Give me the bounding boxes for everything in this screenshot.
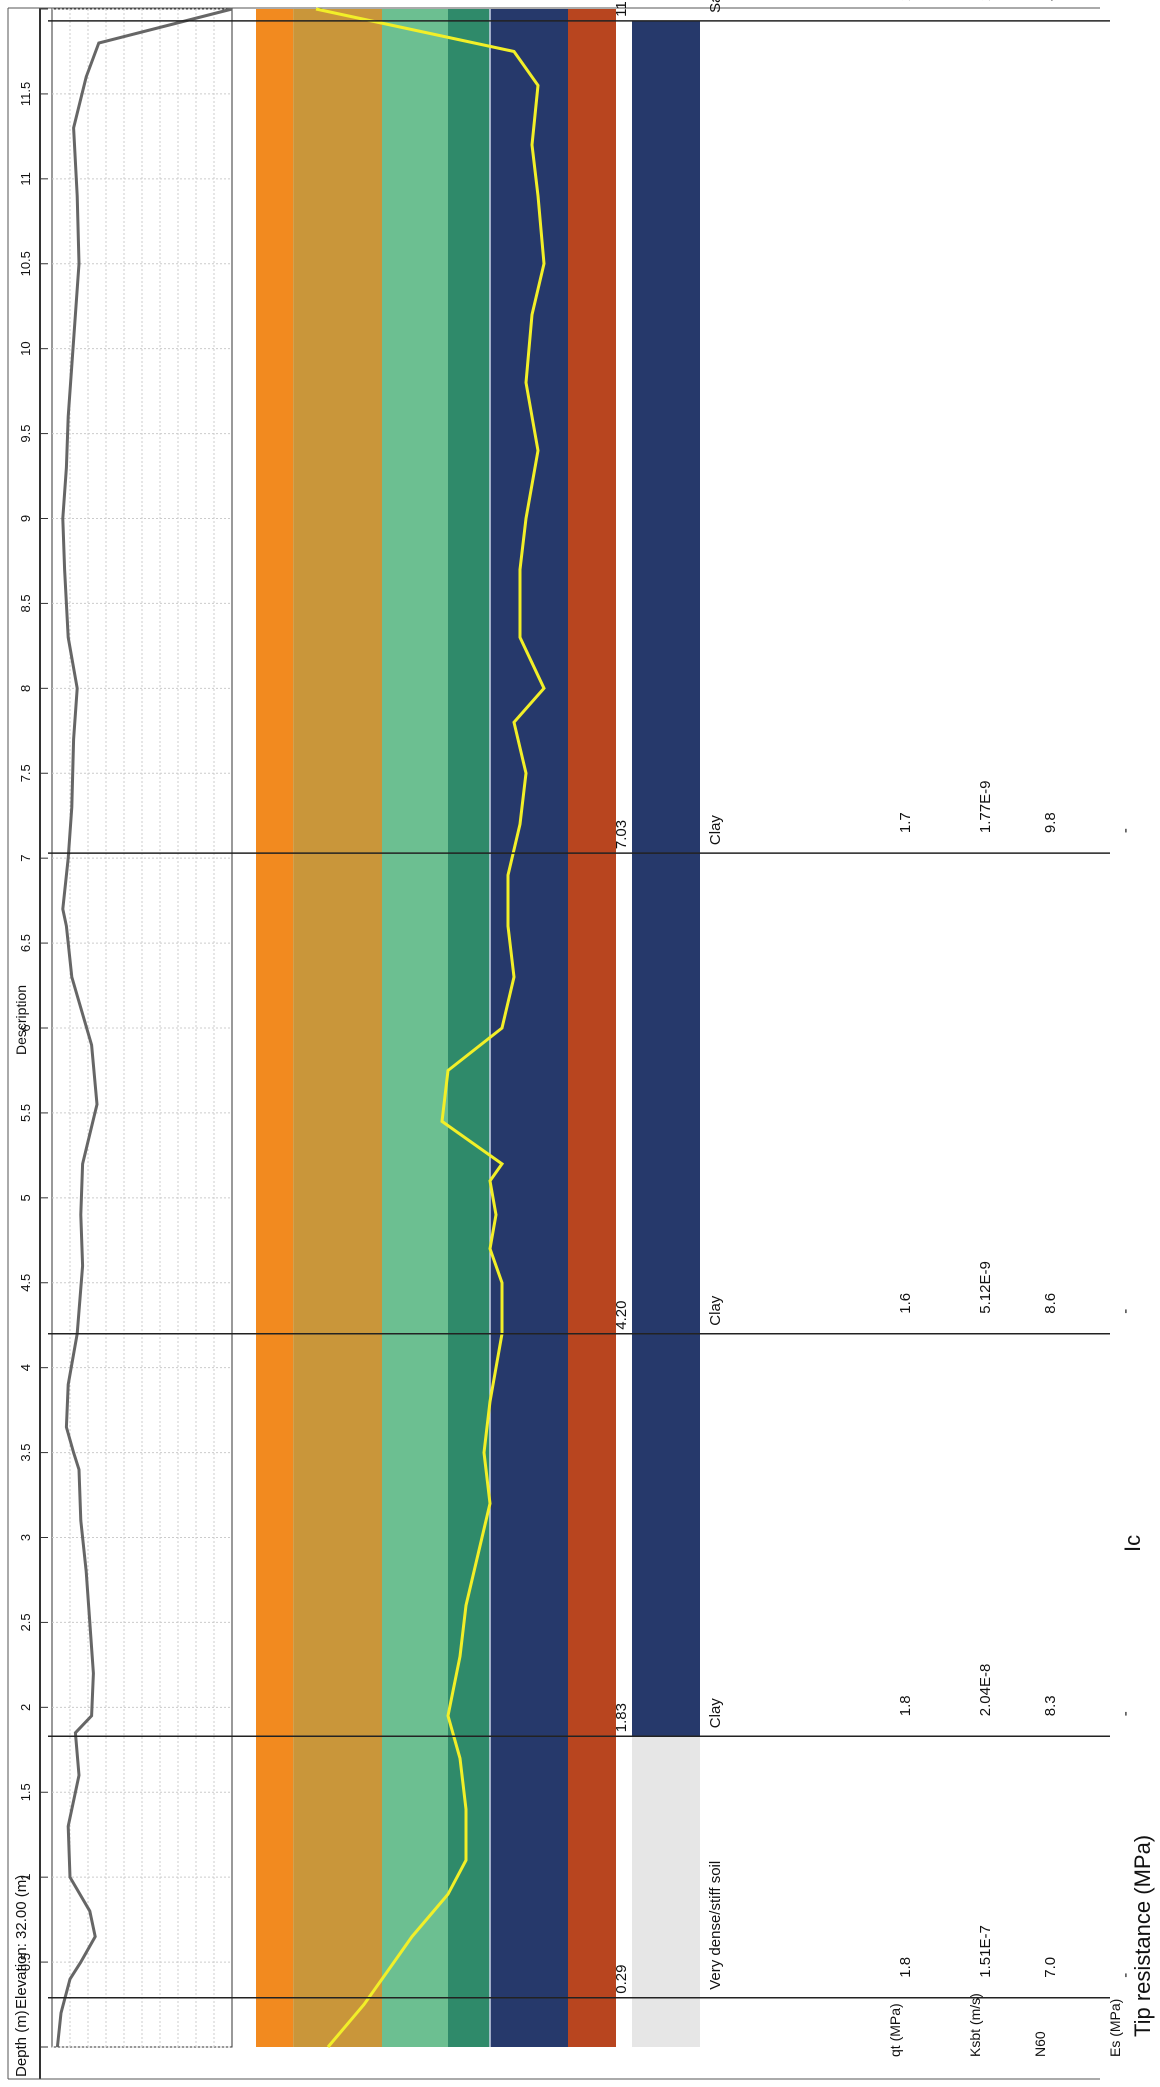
depth-tick-label: 10.5 [18,251,33,276]
sbt-zone-band [568,9,616,2047]
layer-value: 22.8 [897,0,914,1]
soil-pattern-stiff [632,1736,700,2047]
description-header: Description [13,985,29,1055]
depth-axis: 0.511.522.533.544.555.566.577.588.599.51… [18,8,48,2048]
tip-resistance-plot: 0246810 [51,7,233,2048]
sbt-zone-band [448,9,490,2047]
layer-description: Very dense/stiff soil [707,1861,724,1990]
layer-description: Clay [707,1295,724,1326]
layer-value: - [1117,1973,1134,1978]
depth-tick-label: 9.5 [18,425,33,443]
depth-tick-label: 4 [18,1364,33,1371]
depth-tick-label: 1 [18,1874,33,1881]
layer-value: 43.9 [1042,0,1059,1]
layer-value: 8.3 [1042,1695,1059,1716]
column-header: Depth (m) Elevation: 32.00 (m) Descripti… [13,985,1123,2077]
log-frame [7,7,1100,2080]
sbt-zone-band [490,9,568,2047]
layer-value: 1.8 [897,1957,914,1978]
layer-value: 1.77E-9 [977,781,994,834]
tip-resistance-line [55,7,233,2048]
soil-layer-column: 0.29 Very dense/stiff soil 1.83 Clay 4.20 Cla… [48,0,1110,2047]
layer-parameter-table: 1.81.51E-77.0---23.741.4119.24.520.619.0… [897,0,1134,1978]
depth-tick-label: 6.5 [18,934,33,952]
layer-top-depth: 11.93 [613,0,630,17]
depth-tick-label: 10 [18,341,33,355]
depth-tick-label: 11.5 [18,82,33,106]
depth-tick-label: 5 [18,1194,33,1201]
layer-description: Sand & silty sand [707,0,724,13]
depth-tick-label: 3 [18,1534,33,1541]
layer-value: 2.04E-8 [977,1664,994,1717]
depth-tick-label: 6 [18,1024,33,1031]
layer-value: 1.51E-7 [977,1925,994,1978]
layer-value: - [1117,828,1134,833]
layer-value: - [1117,1711,1134,1716]
layer-description: Clay [707,1698,724,1729]
layer-value: 8.6 [1042,1293,1059,1314]
depth-tick-label: 4.5 [18,1274,33,1292]
column-header-0: qt (MPa) [887,2003,903,2057]
ic-axis-label: Ic [1120,1535,1145,1552]
depth-tick-label: 1.5 [18,1783,33,1801]
layer-value: 9.8 [1042,812,1059,833]
depth-tick-label: 7 [18,855,33,862]
depth-tick-label: 7.5 [18,764,33,782]
layer-value: 105.9 [1117,0,1134,1]
sbt-zone-band [256,9,294,2047]
depth-tick-label: 5.5 [18,1104,33,1122]
depth-tick-label: 3.5 [18,1444,33,1462]
column-header-2: N60 [1032,2031,1048,2057]
depth-tick-label: 0.5 [18,1953,33,1971]
layer-value: 1.6 [897,1293,914,1314]
layer-value: 5.12E-9 [977,1261,994,1314]
ic-line [315,7,546,2048]
depth-tick-label: 9 [18,515,33,522]
layer-top-depth: 0.29 [613,1965,630,1994]
depth-tick-label: 8.5 [18,594,33,612]
depth-tick-label: 11 [18,172,33,186]
soil-pattern-clay [632,20,700,1737]
layer-value: 2.80E-4 [977,0,994,1]
sbt-zone-band [382,9,448,2047]
column-header-1: Ksbt (m/s) [967,1993,983,2057]
layer-top-depth: 7.03 [613,820,630,849]
tip-axis-label: Tip resistance (MPa) [1130,1835,1155,2037]
layer-value: 1.8 [897,1695,914,1716]
layer-value: 7.0 [1042,1957,1059,1978]
elevation-header: Elevation: 32.00 (m) [13,1875,30,2009]
depth-header: Depth (m) [13,2010,30,2077]
layer-top-depth: 1.83 [613,1703,630,1732]
depth-tick-label: 2.5 [18,1613,33,1631]
depth-tick-label: 2 [18,1704,33,1711]
column-header-3: Es (MPa) [1107,1999,1123,2057]
layer-value: - [1117,1309,1134,1314]
layer-description: Clay [707,815,724,846]
layer-top-depth: 4.20 [613,1300,630,1329]
depth-tick-label: 8 [18,685,33,692]
ic-plot: 1234 [256,7,616,2048]
layer-value: 1.7 [897,812,914,833]
sbt-zone-band [293,9,383,2047]
